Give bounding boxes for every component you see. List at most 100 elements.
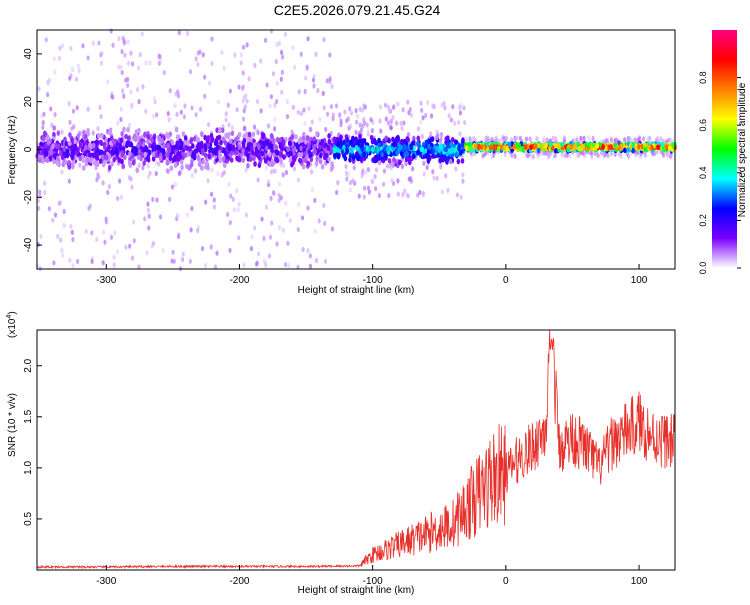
spectrogram-cell xyxy=(322,105,326,111)
spectrogram-cell xyxy=(323,142,327,148)
spectrogram-cell xyxy=(125,140,130,146)
spectrogram-cell xyxy=(273,126,277,132)
spectrogram-cell xyxy=(291,155,296,161)
spectrogram-cell xyxy=(374,186,378,192)
spectrogram-cell xyxy=(422,160,426,166)
spectrogram-cell xyxy=(189,227,193,233)
spectrogram-cell xyxy=(299,145,303,152)
spectrogram-cell xyxy=(595,143,600,149)
spectrogram-cell xyxy=(360,173,364,179)
spectrogram-cell xyxy=(285,99,289,105)
spectrogram-cell xyxy=(468,136,472,142)
spectrogram-cell xyxy=(143,151,148,158)
spectrogram-cell xyxy=(389,124,393,130)
spectrogram-cell xyxy=(257,154,261,161)
spectrogram-cell xyxy=(200,131,204,138)
spectrogram-cell xyxy=(320,163,325,170)
spectrogram-cell xyxy=(333,147,338,154)
spectrogram-cell xyxy=(213,264,218,270)
spectrogram-cell xyxy=(338,112,342,118)
spectrogram-x-tick-label: -300 xyxy=(96,275,116,286)
spectrogram-cell xyxy=(377,159,382,166)
spectrogram-cell xyxy=(190,205,194,212)
spectrogram-cell xyxy=(269,133,274,139)
spectrogram-cell xyxy=(373,173,377,180)
spectrogram-cell xyxy=(453,139,458,145)
spectrogram-cell xyxy=(318,152,323,159)
spectrogram-cell xyxy=(382,168,387,174)
spectrogram-cell xyxy=(58,45,62,51)
spectrogram-cell xyxy=(411,153,416,160)
spectrogram-cell xyxy=(212,204,216,210)
spectrogram-cell xyxy=(165,160,170,166)
spectrogram-y-ticks: -40 -20 0 20 40 xyxy=(23,48,42,252)
spectrogram-y-tick-label: 20 xyxy=(23,96,34,108)
spectrogram-cell xyxy=(41,124,45,131)
spectrogram-cell xyxy=(119,64,123,70)
spectrogram-cell xyxy=(425,164,429,171)
spectrogram-cell xyxy=(90,230,94,236)
spectrogram-cell xyxy=(133,135,138,142)
spectrogram-cell xyxy=(360,146,365,153)
spectrogram-cell xyxy=(406,193,410,199)
spectrogram-cell xyxy=(123,52,127,58)
spectrogram-cell xyxy=(62,223,66,229)
colorbar-label: Normalized spectral amplitude xyxy=(737,82,748,217)
spectrogram-cell xyxy=(210,60,214,67)
spectrogram-cell xyxy=(458,110,463,116)
spectrogram-cell xyxy=(201,150,205,156)
colorbar-tick-label: 0.2 xyxy=(698,214,708,227)
spectrogram-cell xyxy=(210,167,214,173)
spectrogram-cell xyxy=(181,131,186,137)
spectrogram-cell xyxy=(77,68,81,74)
spectrogram-cell xyxy=(220,49,224,56)
spectrogram-cell xyxy=(196,136,200,143)
spectrogram-cell xyxy=(518,135,522,141)
spectrogram-cell xyxy=(525,153,530,159)
spectrogram-cell xyxy=(265,140,270,146)
spectrogram-cell xyxy=(384,116,388,122)
spectrogram-cell xyxy=(136,154,141,160)
spectrogram-cell xyxy=(373,146,378,153)
spectrogram-cell xyxy=(69,45,73,51)
spectrogram-cell xyxy=(57,200,61,207)
spectrogram-cell xyxy=(71,263,75,269)
spectrogram-cell xyxy=(328,52,332,58)
spectrogram-cell xyxy=(130,104,134,110)
spectrogram-cell xyxy=(254,261,259,267)
spectrogram-cell xyxy=(389,118,393,124)
spectrogram-cell xyxy=(175,212,180,219)
spectrogram-cell xyxy=(252,124,257,130)
spectrogram-cell xyxy=(151,156,156,162)
spectrogram-cell xyxy=(241,157,246,164)
spectrogram-cell xyxy=(116,195,120,202)
spectrogram-cell xyxy=(117,178,122,184)
spectrogram-cell xyxy=(154,152,159,158)
spectrogram-cell xyxy=(661,152,666,158)
spectrogram-cell xyxy=(257,162,262,169)
spectrogram-cell xyxy=(118,144,122,151)
spectrogram-cell xyxy=(228,247,232,254)
spectrogram-cell xyxy=(458,131,462,137)
snr-y-axis-label: SNR (10 * v/v) xyxy=(7,393,18,457)
spectrogram-cell xyxy=(415,149,420,156)
spectrogram-cell xyxy=(562,135,566,141)
spectrogram-cell xyxy=(352,165,356,171)
spectrogram-cell xyxy=(266,179,270,185)
spectrogram-cell xyxy=(143,216,147,222)
spectrogram-cell xyxy=(185,212,189,218)
spectrogram-cell xyxy=(345,118,349,124)
spectrogram-cell xyxy=(76,258,80,265)
spectrogram-cell xyxy=(161,247,165,254)
spectrogram-cell xyxy=(457,144,462,150)
spectrogram-cell xyxy=(444,146,448,153)
spectrogram-cell xyxy=(420,107,424,113)
spectrogram-cell xyxy=(279,76,283,82)
snr-x-tick-label: 100 xyxy=(631,576,648,587)
spectrogram-cell xyxy=(369,117,373,123)
spectrogram-cell xyxy=(402,120,406,126)
spectrogram-cell xyxy=(305,64,309,70)
spectrogram-cell xyxy=(268,103,272,109)
spectrogram-cell xyxy=(419,119,423,125)
spectrogram-cell xyxy=(435,134,439,141)
